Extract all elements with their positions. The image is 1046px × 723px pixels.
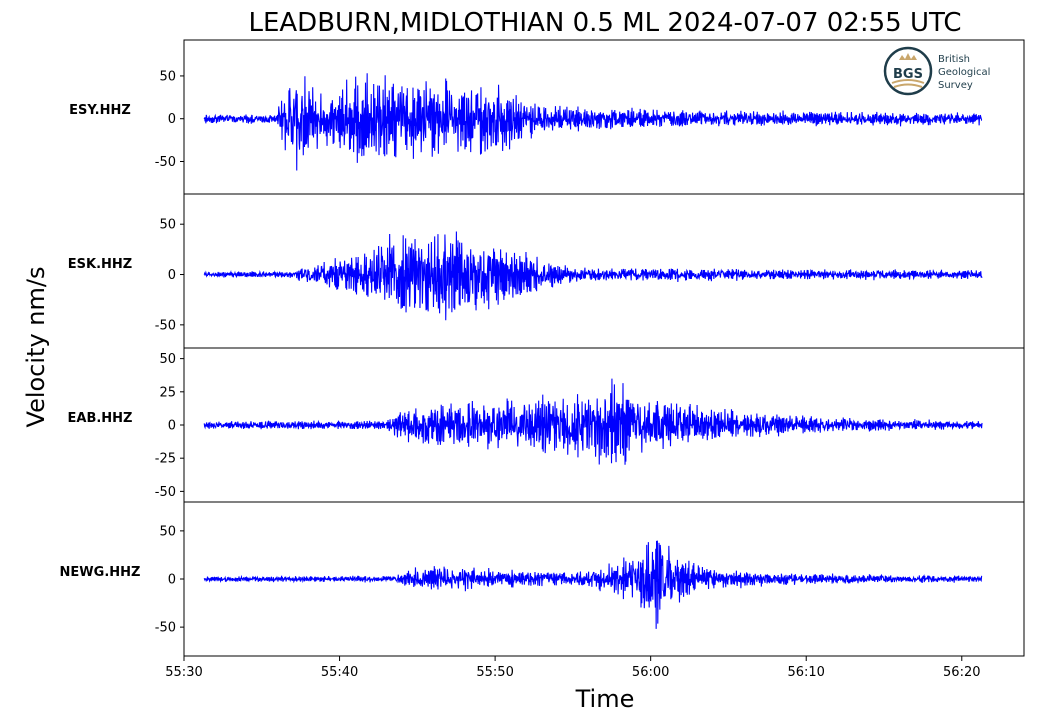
x-tick-label: 56:20	[943, 665, 980, 680]
station-label: NEWG.HHZ	[60, 565, 141, 580]
y-tick-label: 0	[168, 268, 176, 283]
logo-text-line3: Survey	[938, 80, 973, 91]
station-label: EAB.HHZ	[68, 411, 133, 426]
station-label: ESY.HHZ	[69, 103, 131, 118]
y-tick-label: 0	[168, 573, 176, 588]
x-tick-label: 56:00	[632, 665, 669, 680]
waveform-trace	[203, 73, 983, 171]
y-tick-label: 50	[159, 218, 176, 233]
waveform-trace	[203, 378, 983, 465]
panel-esy-hhz: 50 0 -50 ESY.HHZ	[69, 39, 1025, 195]
x-tick-label: 55:50	[476, 665, 513, 680]
trace-panels: 50 0 -50 ESY.HHZ 50 0 -50 ESK.HHZ 50 25 0 -25 -50 EAB…	[60, 39, 1025, 657]
panel-eab-hhz: 50 25 0 -25 -50 EAB.HHZ	[68, 347, 1025, 503]
logo-monogram: BGS	[893, 67, 923, 82]
y-tick-label: 0	[168, 112, 176, 127]
y-tick-label: -50	[155, 155, 176, 170]
x-tick-label: 55:30	[165, 665, 202, 680]
y-tick-label: -50	[155, 485, 176, 500]
panel-newg-hhz: 50 0 -50 NEWG.HHZ	[60, 501, 1025, 657]
y-tick-label: 25	[159, 385, 176, 400]
x-tick-label: 56:10	[787, 665, 824, 680]
y-tick-label: 0	[168, 419, 176, 434]
bgs-logo: BGS British Geological Survey	[883, 46, 990, 96]
station-label: ESK.HHZ	[68, 257, 132, 272]
y-tick-label: -25	[155, 452, 176, 467]
x-axis-label: Time	[575, 685, 635, 713]
logo-waves	[891, 79, 925, 88]
y-tick-label: -50	[155, 318, 176, 333]
chart-title: LEADBURN,MIDLOTHIAN 0.5 ML 2024-07-07 02…	[248, 8, 961, 38]
y-tick-label: 50	[159, 69, 176, 84]
logo-text-line2: Geological	[938, 67, 990, 78]
logo-text-line1: British	[938, 54, 970, 65]
panel-frame	[183, 193, 1025, 349]
x-axis: 55:30 55:40 55:50 56:00 56:10 56:20	[165, 656, 981, 680]
crown-icon	[899, 53, 917, 60]
waveform-trace	[203, 231, 983, 321]
y-axis-label: Velocity nm/s	[22, 267, 50, 428]
y-tick-label: 50	[159, 524, 176, 539]
panel-esk-hhz: 50 0 -50 ESK.HHZ	[68, 193, 1025, 349]
y-tick-label: 50	[159, 352, 176, 367]
x-tick-label: 55:40	[321, 665, 358, 680]
waveform-trace	[203, 540, 983, 629]
y-tick-label: -50	[155, 621, 176, 636]
